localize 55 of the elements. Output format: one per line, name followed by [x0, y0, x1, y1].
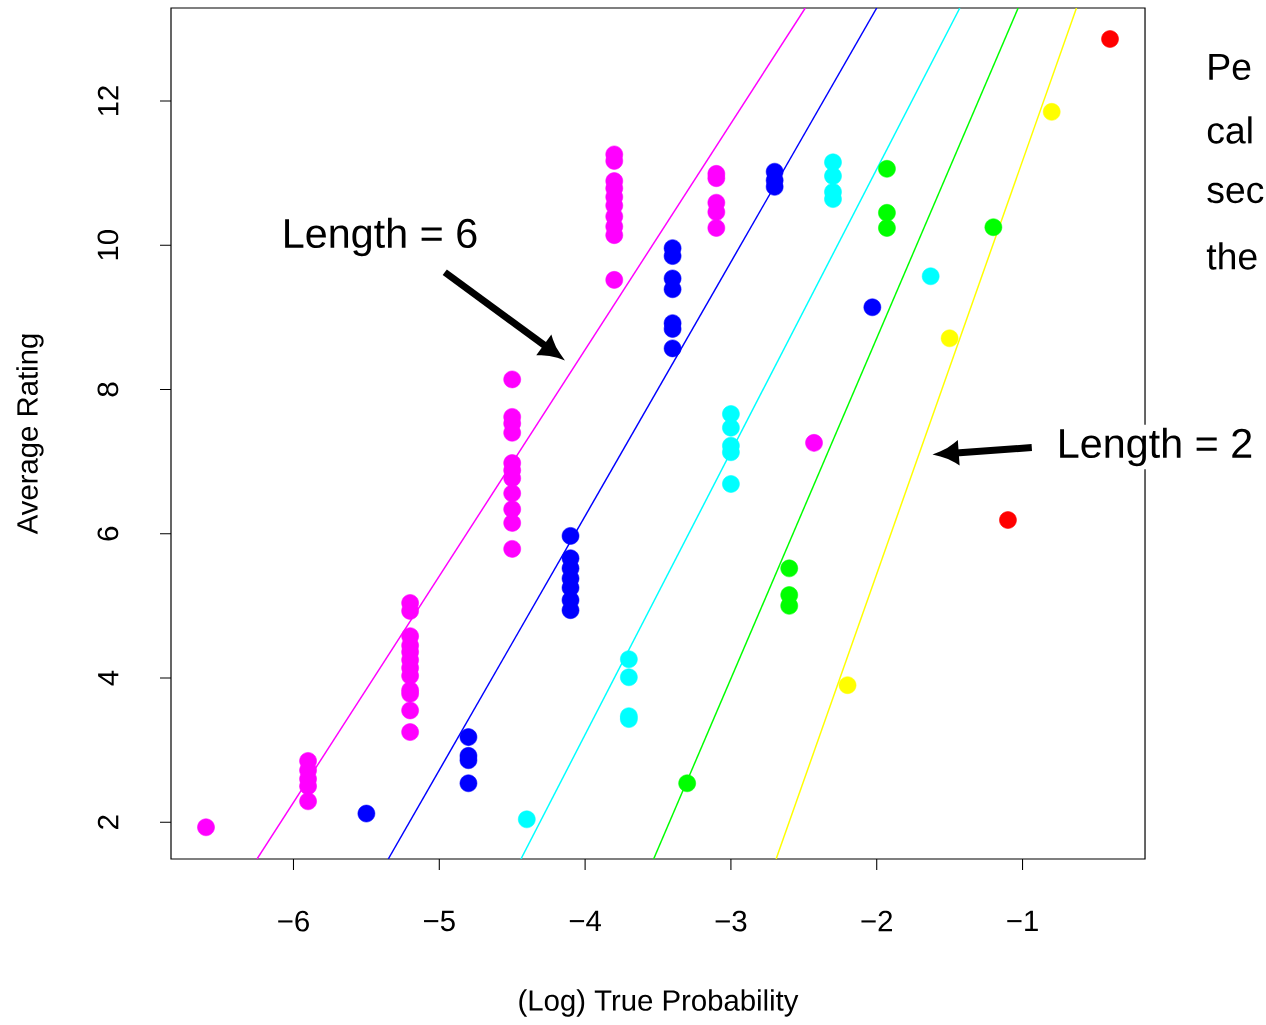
point [459, 728, 478, 746]
point [197, 818, 215, 837]
x-tick-label: −4 [569, 910, 601, 931]
point [984, 218, 1003, 237]
point [838, 676, 857, 694]
point [863, 298, 882, 317]
point [401, 723, 419, 741]
y-tick-label: 6 [97, 526, 119, 541]
y-tick-label: 2 [97, 815, 119, 829]
point [663, 339, 682, 358]
point [401, 701, 419, 720]
point [503, 540, 521, 558]
x-tick-label: −6 [278, 910, 309, 932]
point [678, 774, 696, 793]
y-tick-label: 12 [97, 86, 119, 116]
point [459, 774, 478, 793]
annotation: Length = 6 [285, 217, 477, 257]
x-tick-label: −5 [424, 910, 455, 932]
point [503, 514, 521, 532]
point [518, 810, 536, 829]
point [503, 484, 521, 503]
y-tick-label: 4 [98, 670, 119, 686]
point [878, 219, 896, 237]
point [1101, 30, 1119, 48]
x-tick-label: −3 [715, 910, 747, 932]
point [620, 668, 638, 687]
point [561, 527, 580, 545]
text: cal [1207, 116, 1252, 144]
point [878, 204, 896, 222]
point [878, 160, 896, 178]
point [780, 559, 799, 578]
annotation: Length = 2 [1060, 427, 1252, 467]
y-tick-label: 8 [97, 382, 119, 397]
point [357, 804, 376, 823]
point [707, 219, 726, 237]
text: Pe [1209, 53, 1251, 81]
point [824, 167, 842, 185]
y-axis-title: Average Rating [16, 334, 44, 535]
point [805, 434, 823, 452]
point [722, 418, 740, 437]
point [940, 329, 959, 348]
point [999, 511, 1017, 529]
point [503, 370, 521, 389]
point [620, 650, 638, 669]
x-tick-label: −1 [1007, 910, 1038, 931]
point [921, 267, 940, 286]
y-tick-label: 10 [97, 230, 119, 260]
point [722, 475, 740, 493]
point [1042, 103, 1061, 121]
point [299, 792, 317, 811]
x-tick-label: −2 [861, 910, 892, 932]
text: sec [1207, 182, 1264, 204]
text: the [1206, 242, 1257, 270]
x-axis-title: (Log) True Probability [519, 989, 799, 1017]
point [605, 271, 624, 289]
